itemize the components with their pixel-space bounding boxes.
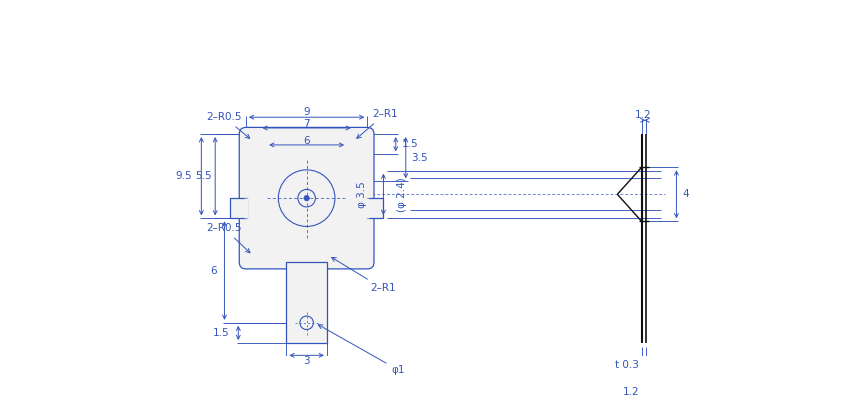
Bar — [230, 198, 247, 218]
Text: 1.5: 1.5 — [402, 139, 419, 149]
Text: 3.5: 3.5 — [411, 153, 428, 163]
Text: (φ 2.4): (φ 2.4) — [396, 177, 407, 212]
Text: 1.2: 1.2 — [623, 386, 639, 396]
Text: 2–R0.5: 2–R0.5 — [207, 223, 250, 253]
Text: 9: 9 — [304, 107, 310, 117]
Bar — [286, 262, 327, 343]
Text: 3: 3 — [304, 356, 310, 366]
Text: φ 3.5: φ 3.5 — [356, 181, 367, 208]
Text: 2–R1: 2–R1 — [331, 258, 395, 294]
Circle shape — [304, 196, 310, 201]
Text: 5.5: 5.5 — [195, 171, 212, 181]
Text: 2–R0.5: 2–R0.5 — [207, 112, 250, 138]
FancyBboxPatch shape — [240, 128, 374, 269]
Text: 1.5: 1.5 — [213, 328, 229, 338]
Text: 4: 4 — [682, 189, 689, 199]
Text: 7: 7 — [304, 119, 310, 129]
Text: 6: 6 — [304, 136, 310, 146]
Text: 6: 6 — [210, 266, 217, 276]
Text: 2–R1: 2–R1 — [356, 109, 398, 138]
Text: 1.2: 1.2 — [635, 110, 652, 120]
Bar — [367, 198, 383, 218]
Text: t 0.3: t 0.3 — [615, 360, 639, 370]
Text: φ1: φ1 — [318, 325, 405, 375]
Text: 9.5: 9.5 — [176, 171, 192, 181]
